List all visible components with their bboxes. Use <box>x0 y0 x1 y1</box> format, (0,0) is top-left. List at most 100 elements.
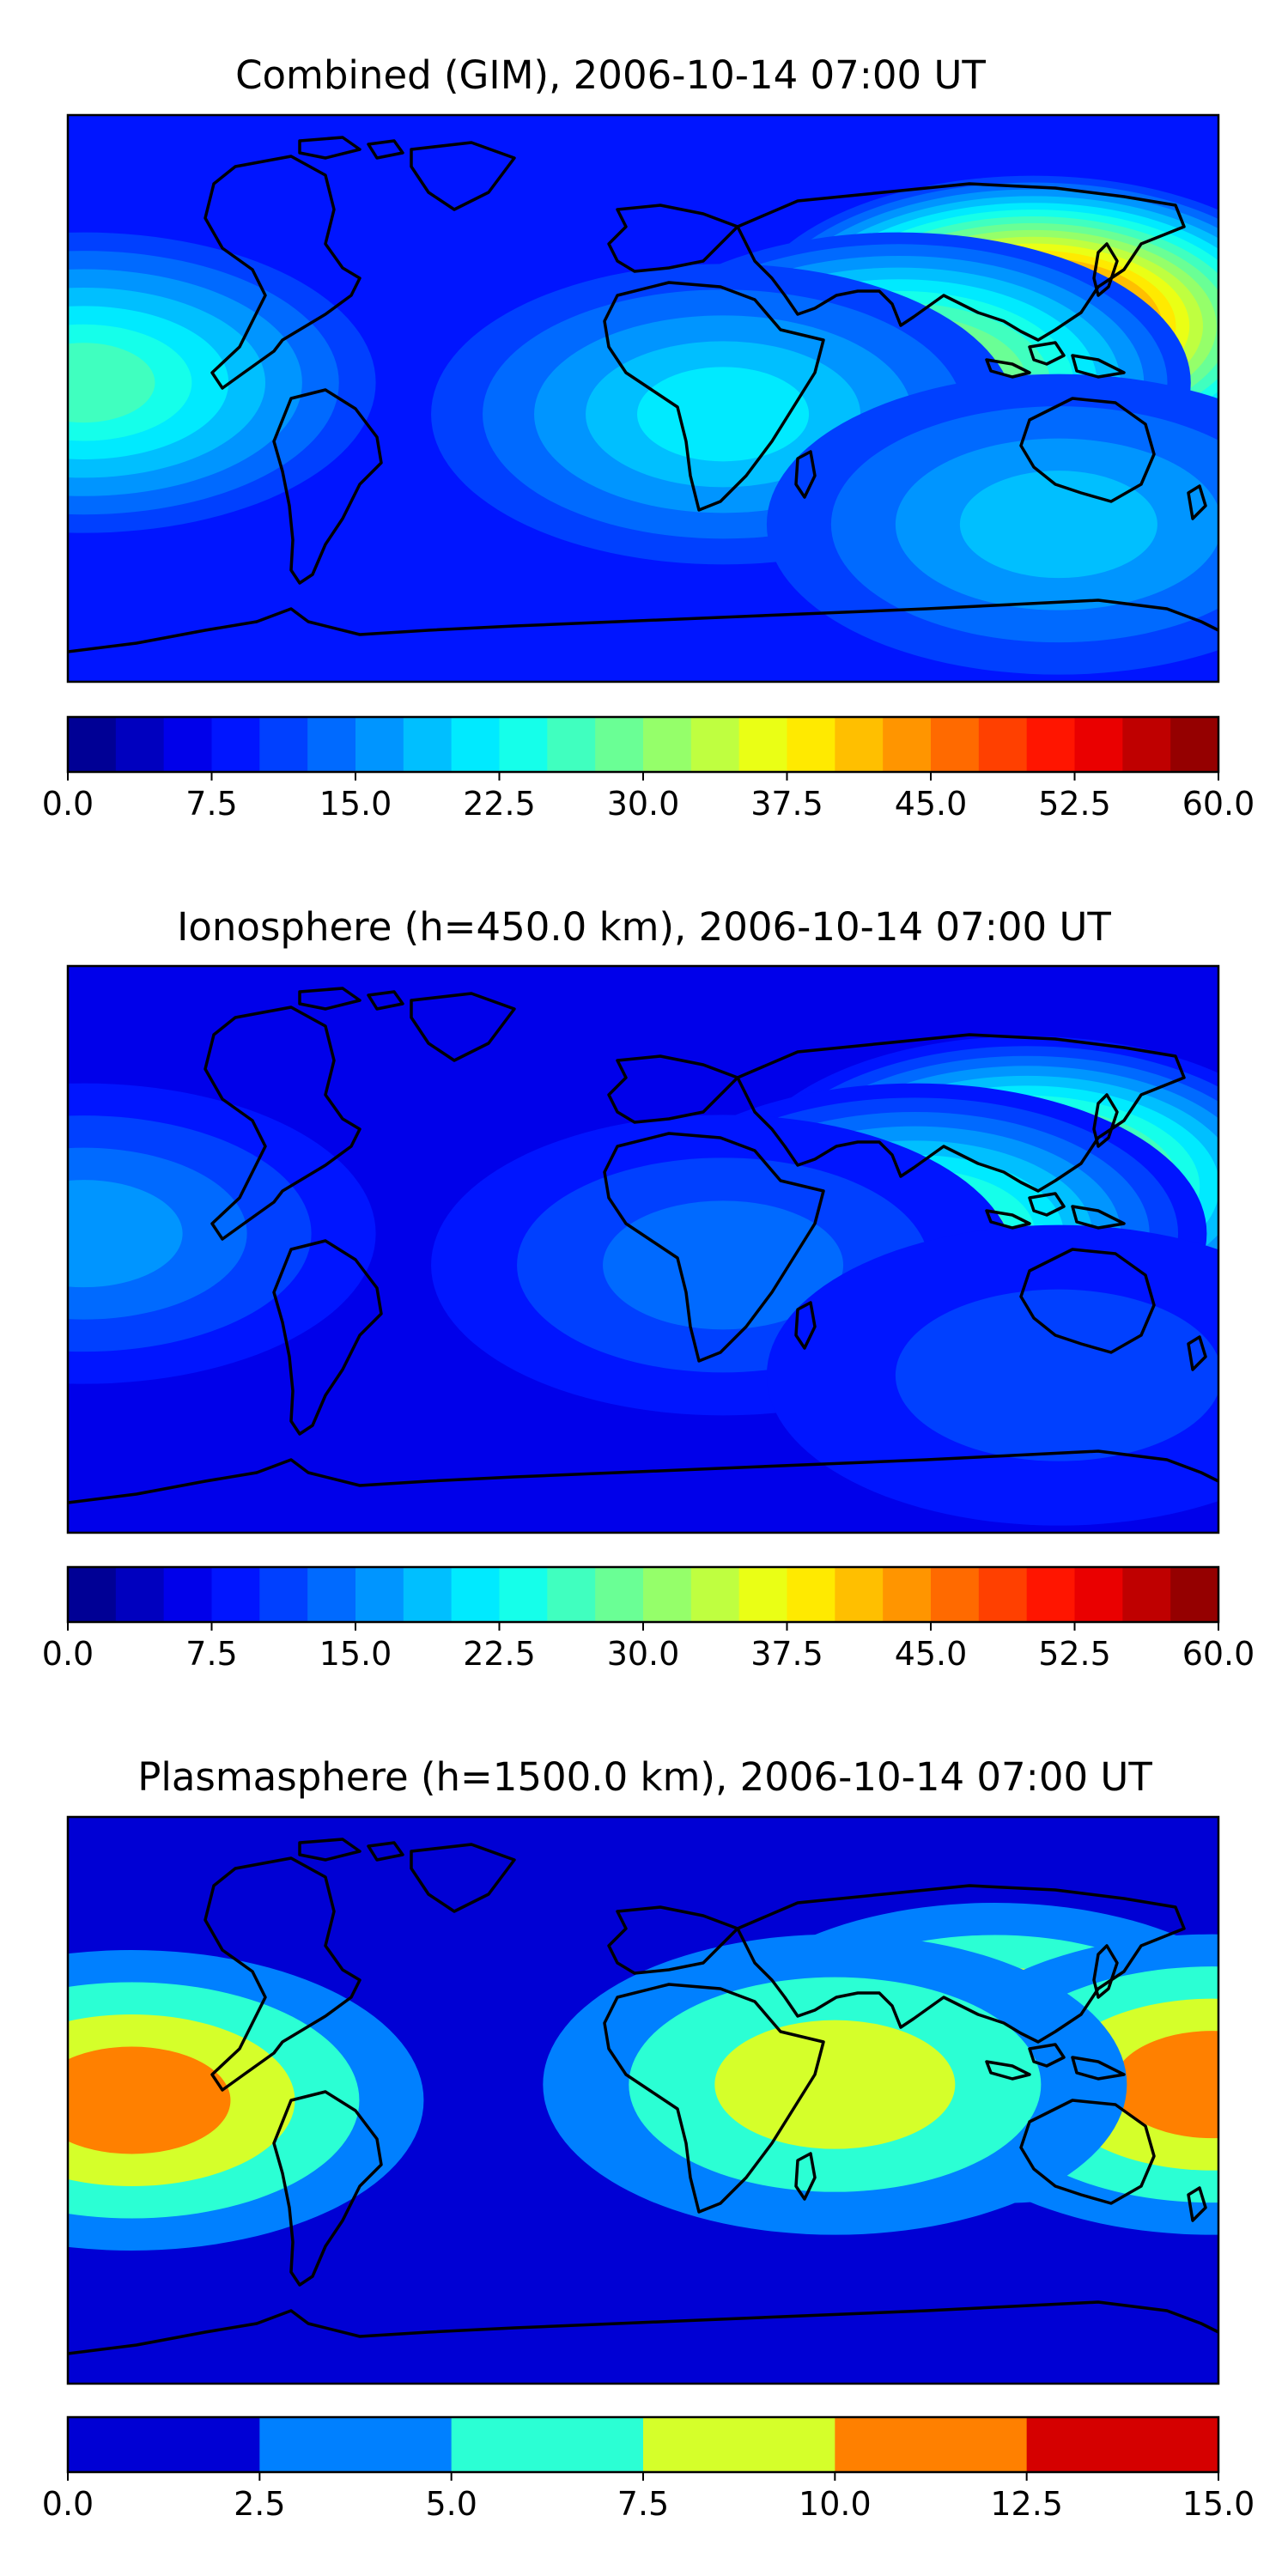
colorbar-segment <box>931 717 980 772</box>
colorbar-tick-label: 60.0 <box>1182 785 1255 823</box>
colorbar-segment <box>307 717 356 772</box>
colorbar-tick-label: 60.0 <box>1182 1635 1255 1673</box>
map-frame <box>66 113 1220 683</box>
colorbar-segment <box>883 1567 932 1622</box>
colorbar-segment <box>595 1567 644 1622</box>
colorbar-segment <box>163 717 212 772</box>
colorbar-segment <box>499 1567 548 1622</box>
colorbar-segment <box>1122 717 1171 772</box>
colorbar-segment <box>163 1567 212 1622</box>
colorbar-segment <box>690 1567 740 1622</box>
contour-level <box>637 367 810 462</box>
contour-level <box>895 1289 1218 1461</box>
panel-combined: Combined (GIM), 2006-10-14 07:00 UT 0.0 7… <box>42 52 1255 823</box>
colorbar-segment <box>1170 717 1219 772</box>
colorbar-tick-label: 22.5 <box>463 785 536 823</box>
colorbar-segment <box>451 717 500 772</box>
colorbar-segment <box>690 717 740 772</box>
map-frame <box>66 1815 1220 2385</box>
colorbar-segment <box>403 1567 453 1622</box>
colorbar-segment <box>547 717 596 772</box>
colorbar-segment <box>1026 2417 1219 2472</box>
map-border <box>66 964 1220 1534</box>
map-border <box>66 1815 1220 2385</box>
colorbar-segment <box>1074 717 1123 772</box>
colorbar-tick-label: 37.5 <box>750 785 823 823</box>
colorbar-tick-label: 15.0 <box>1182 2485 1255 2523</box>
panel-title: Combined (GIM), 2006-10-14 07:00 UT <box>235 52 986 98</box>
contour-level <box>68 2046 231 2154</box>
colorbar-segment <box>978 717 1028 772</box>
contour-level <box>603 1200 844 1330</box>
colorbar-tick-label: 2.5 <box>234 2485 285 2523</box>
panel-ionosphere: Ionosphere (h=450.0 km), 2006-10-14 07:0… <box>42 904 1255 1673</box>
contour-level <box>1113 2031 1218 2139</box>
panel-title: Ionosphere (h=450.0 km), 2006-10-14 07:0… <box>177 904 1111 950</box>
contour-level <box>68 1180 183 1288</box>
colorbar-tick-label: 15.0 <box>319 1635 392 1673</box>
colorbar-segment <box>835 717 884 772</box>
colorbar-segment <box>403 717 453 772</box>
colorbar-segment <box>931 1567 980 1622</box>
colorbar-tick-label: 52.5 <box>1038 1635 1111 1673</box>
colorbar-segment <box>738 717 787 772</box>
colorbar-segment <box>738 1567 787 1622</box>
contour-level <box>68 343 155 423</box>
colorbar-tick-label: 7.5 <box>185 785 237 823</box>
colorbar-tick-label: 45.0 <box>895 1635 968 1673</box>
contour-level <box>959 471 1157 579</box>
colorbar-tick-label: 15.0 <box>319 785 392 823</box>
colorbar-segment <box>68 1567 117 1622</box>
colorbar-segment <box>595 717 644 772</box>
colorbar-segment <box>451 1567 500 1622</box>
colorbar-tick-label: 30.0 <box>607 1635 680 1673</box>
colorbar-segment <box>355 1567 404 1622</box>
colorbar-segment <box>787 1567 835 1622</box>
colorbar-segment <box>787 717 835 772</box>
colorbar-segment <box>307 1567 356 1622</box>
colorbar-segment <box>211 1567 260 1622</box>
map-border <box>66 113 1220 683</box>
colorbar-tick-label: 45.0 <box>895 785 968 823</box>
colorbar: 0.0 7.5 15.0 22.5 30.0 37.5 45.0 52.5 60.0 <box>42 715 1255 823</box>
colorbar-segment <box>1122 1567 1171 1622</box>
colorbar-tick-label: 5.0 <box>425 2485 477 2523</box>
colorbar-segment <box>211 717 260 772</box>
colorbar-tick-label: 0.0 <box>42 785 94 823</box>
colorbar-segment <box>355 717 404 772</box>
tec-field-contour <box>68 966 1218 1533</box>
colorbar-segment <box>835 2417 1028 2472</box>
colorbar-tick-label: 7.5 <box>617 2485 669 2523</box>
colorbar-segment <box>1026 717 1075 772</box>
colorbar-segment <box>835 1567 884 1622</box>
map-frame <box>66 964 1220 1534</box>
colorbar-segment <box>499 717 548 772</box>
colorbar-tick-label: 12.5 <box>990 2485 1063 2523</box>
colorbar-segment <box>978 1567 1028 1622</box>
colorbar-segment <box>1074 1567 1123 1622</box>
colorbar-tick-label: 10.0 <box>799 2485 872 2523</box>
tec-field-contour <box>68 115 1218 682</box>
colorbar-segment <box>68 2417 260 2472</box>
colorbar-segment <box>259 1567 308 1622</box>
contour-level <box>714 2020 956 2149</box>
colorbar-segment <box>115 717 165 772</box>
colorbar-segment <box>115 1567 165 1622</box>
colorbar-segment <box>643 717 692 772</box>
colorbar-segment <box>883 717 932 772</box>
colorbar-segment <box>643 1567 692 1622</box>
colorbar-segment <box>68 717 117 772</box>
panel-title: Plasmasphere (h=1500.0 km), 2006-10-14 0… <box>137 1754 1152 1800</box>
colorbar-segment <box>259 717 308 772</box>
colorbar-tick-label: 22.5 <box>463 1635 536 1673</box>
panel-plasmasphere: Plasmasphere (h=1500.0 km), 2006-10-14 0… <box>42 1754 1255 2523</box>
colorbar-tick-label: 37.5 <box>750 1635 823 1673</box>
colorbar-segment <box>1026 1567 1075 1622</box>
colorbar: 0.0 2.5 5.0 7.5 10.0 12.5 15.0 <box>42 2415 1255 2523</box>
colorbar-tick-label: 0.0 <box>42 1635 94 1673</box>
tec-field-contour <box>68 1817 1218 2384</box>
colorbar-segment <box>259 2417 453 2472</box>
colorbar-segment <box>547 1567 596 1622</box>
colorbar-tick-label: 52.5 <box>1038 785 1111 823</box>
